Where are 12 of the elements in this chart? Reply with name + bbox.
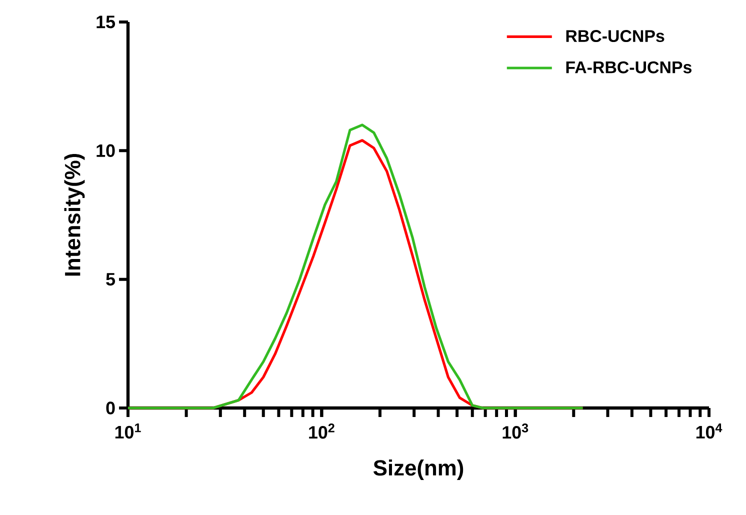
legend-label: RBC-UCNPs bbox=[566, 30, 664, 42]
x-tick-label: 10$^{4}$ bbox=[696, 424, 722, 439]
x-axis-title: Size(nm) bbox=[373, 460, 464, 480]
y-tick-label: 10 bbox=[96, 144, 115, 158]
x-tick-label: 10$^{3}$ bbox=[502, 424, 528, 439]
legend-label: FA-RBC-UCNPs bbox=[566, 61, 692, 74]
y-tick-label: 15 bbox=[96, 16, 116, 28]
y-tick-label: 0 bbox=[106, 402, 115, 414]
x-tick-label: 10$^{1}$ bbox=[115, 424, 141, 439]
x-tick-label: 10$^{2}$ bbox=[309, 424, 334, 439]
y-tick-label: 5 bbox=[106, 273, 116, 286]
y-axis-title: Intensity(%) bbox=[64, 154, 85, 276]
